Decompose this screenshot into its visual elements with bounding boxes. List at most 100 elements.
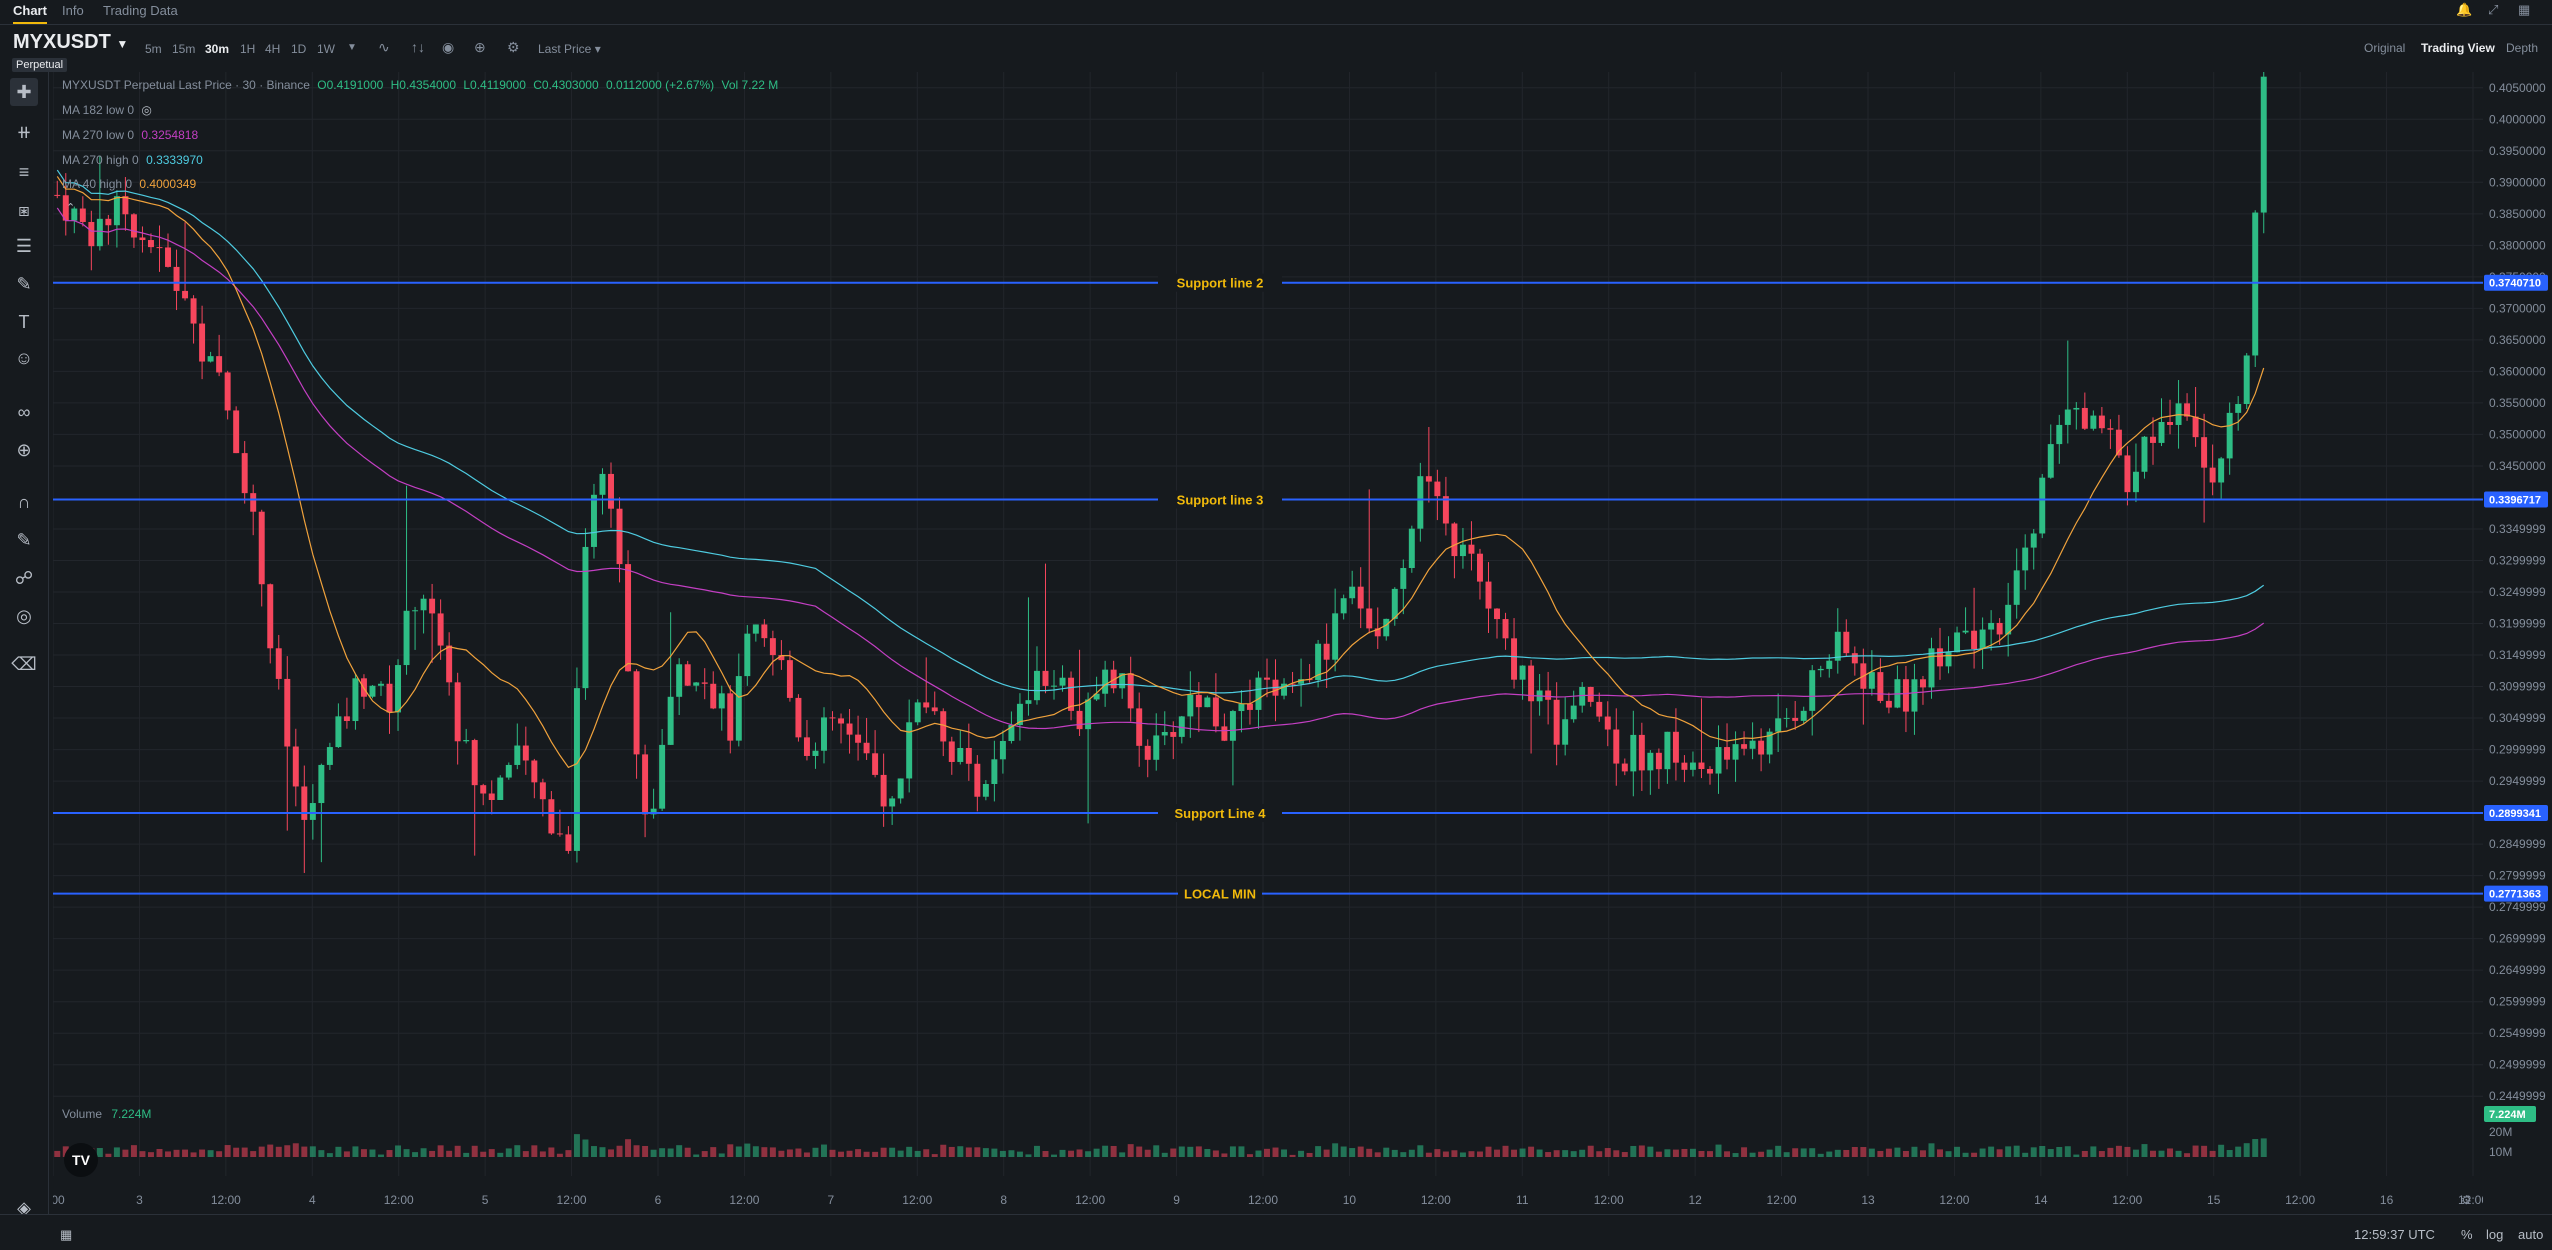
percent-toggle[interactable]: %: [2461, 1227, 2473, 1242]
candle-body: [795, 697, 802, 738]
volume-bar: [1502, 1145, 1509, 1157]
volume-bar: [258, 1146, 265, 1157]
timeframe-5m[interactable]: 5m: [145, 42, 162, 56]
camera-icon[interactable]: ◉: [442, 39, 455, 55]
view-trading-view[interactable]: Trading View: [2421, 41, 2495, 55]
auto-toggle[interactable]: auto: [2518, 1227, 2544, 1242]
volume-bar: [1494, 1149, 1500, 1157]
timeframe-30m[interactable]: 30m: [205, 42, 230, 56]
layers-icon[interactable]: ◈: [17, 1198, 31, 1218]
utc-clock[interactable]: 12:59:37 UTC: [2354, 1227, 2435, 1242]
timeframe-1d[interactable]: 1D: [291, 42, 307, 56]
candle-body: [974, 763, 981, 797]
time-axis[interactable]: 2:00 3 12:00 4 12:00 5 12:00 6 12:00 7 12:00 8 12:00…: [41, 1186, 2488, 1214]
candle-body: [173, 266, 180, 291]
eye-icon[interactable]: ◎: [16, 606, 32, 626]
volume-bar: [744, 1143, 751, 1157]
indicator-ma270-low[interactable]: MA 270 low 0 0.3254818: [62, 128, 198, 142]
candle-body: [1025, 700, 1032, 704]
volume-bar: [1545, 1152, 1552, 1157]
trash-icon[interactable]: ⌫: [11, 654, 37, 674]
candle-body: [1587, 686, 1594, 702]
collapse-icon[interactable]: ⤢: [2488, 2, 2499, 17]
indicator-ma182[interactable]: MA 182 low 0 ◎: [62, 103, 152, 117]
eye-off-icon[interactable]: ◎: [141, 103, 152, 117]
zoom-icon[interactable]: ⊕: [16, 440, 32, 460]
pattern-icon[interactable]: ⧆: [18, 200, 30, 220]
volume-bar: [165, 1151, 171, 1157]
add-icon[interactable]: ⊕: [474, 39, 486, 55]
volume-bar: [1085, 1151, 1092, 1157]
timeframe-dropdown-icon[interactable]: ▼: [347, 42, 357, 53]
candle-body: [1212, 697, 1219, 727]
volume-bar: [2022, 1152, 2029, 1157]
view-depth[interactable]: Depth: [2506, 41, 2539, 55]
volume-bar: [1068, 1150, 1075, 1157]
legend-close: C0.4303000: [533, 78, 599, 92]
trend-line-icon[interactable]: ⧺: [16, 122, 32, 142]
emoji-icon[interactable]: ☺: [14, 348, 34, 368]
horizontal-lines-icon[interactable]: ≡: [18, 162, 30, 182]
tab-info[interactable]: Info: [62, 3, 84, 18]
bell-icon[interactable]: 🔔: [2456, 2, 2473, 17]
indicator-ma270-high[interactable]: MA 270 high 0 0.3333970: [62, 153, 203, 167]
candle-body: [1408, 528, 1415, 569]
volume-bar: [1357, 1146, 1364, 1157]
volume-bar: [1724, 1151, 1731, 1157]
view-original[interactable]: Original: [2364, 41, 2406, 55]
support-line-label-bg: [1158, 490, 1282, 509]
grid-icon[interactable]: ▦: [2518, 2, 2531, 17]
price-axis[interactable]: 0.4050000 0.4000000 0.3950000 0.3900000 0.38…: [2483, 72, 2552, 1186]
timeframe-1h[interactable]: 1H: [240, 42, 256, 56]
ruler-icon[interactable]: ∞: [17, 402, 31, 422]
volume-bar: [1315, 1146, 1322, 1157]
log-toggle[interactable]: log: [2486, 1227, 2504, 1242]
magnet-icon[interactable]: ∩: [17, 492, 31, 512]
fib-icon[interactable]: ☰: [15, 236, 33, 256]
candle-body: [216, 356, 223, 373]
volume-bar: [1971, 1152, 1978, 1157]
candle-body: [1178, 716, 1185, 737]
volume-bar: [650, 1149, 657, 1157]
candle-body: [488, 793, 495, 800]
volume-bar: [2039, 1145, 2046, 1157]
settings-icon[interactable]: ⚙: [507, 39, 520, 55]
volume-bar: [1025, 1154, 1032, 1157]
tradingview-logo[interactable]: TV: [64, 1143, 98, 1177]
tab-trading-data[interactable]: Trading Data: [103, 3, 178, 18]
timeframe-15m[interactable]: 15m: [172, 42, 196, 56]
symbol-selector[interactable]: MYXUSDT ▼: [13, 31, 128, 54]
price-type-select[interactable]: Last Price ▾: [538, 42, 601, 56]
timeframe-1w[interactable]: 1W: [317, 42, 335, 56]
candle-body: [752, 624, 759, 634]
brush-icon[interactable]: ✎: [16, 274, 32, 294]
indicators-icon[interactable]: ↑↓: [411, 39, 425, 55]
candle-body: [2218, 458, 2225, 483]
candle-body: [1016, 703, 1023, 725]
volume-bar: [233, 1147, 240, 1157]
chart-area[interactable]: Support line 2 Support line 3 Support Line…: [52, 60, 2483, 1186]
price-tick-label: 0.2749999: [2489, 900, 2546, 914]
volume-bar: [139, 1151, 146, 1157]
candle-body: [182, 290, 189, 299]
chart-type-icon[interactable]: ∿: [378, 39, 390, 55]
legend-vol: Vol 7.22 M: [721, 78, 779, 92]
text-icon[interactable]: T: [18, 312, 30, 332]
candle-body: [1962, 630, 1969, 633]
indicator-ma40-high[interactable]: MA 40 high 0 0.4000349: [62, 177, 196, 191]
lock-icon[interactable]: ☍: [14, 568, 34, 588]
draw-lock-icon[interactable]: ✎: [16, 530, 32, 550]
volume-bar: [710, 1147, 717, 1157]
crosshair-icon[interactable]: ✚: [10, 78, 38, 106]
volume-bar: [1596, 1151, 1603, 1157]
volume-bar: [1817, 1153, 1824, 1157]
price-tag-bg: [2484, 491, 2548, 508]
calendar-icon[interactable]: ▦: [60, 1227, 73, 1242]
collapse-legend-icon[interactable]: ⌃: [66, 202, 76, 214]
tab-chart[interactable]: Chart: [13, 3, 47, 24]
volume-bar: [292, 1143, 299, 1157]
candle-body: [471, 740, 478, 786]
candle-body: [1340, 598, 1347, 614]
timeframe-4h[interactable]: 4H: [265, 42, 281, 56]
candle-body: [1476, 553, 1483, 582]
